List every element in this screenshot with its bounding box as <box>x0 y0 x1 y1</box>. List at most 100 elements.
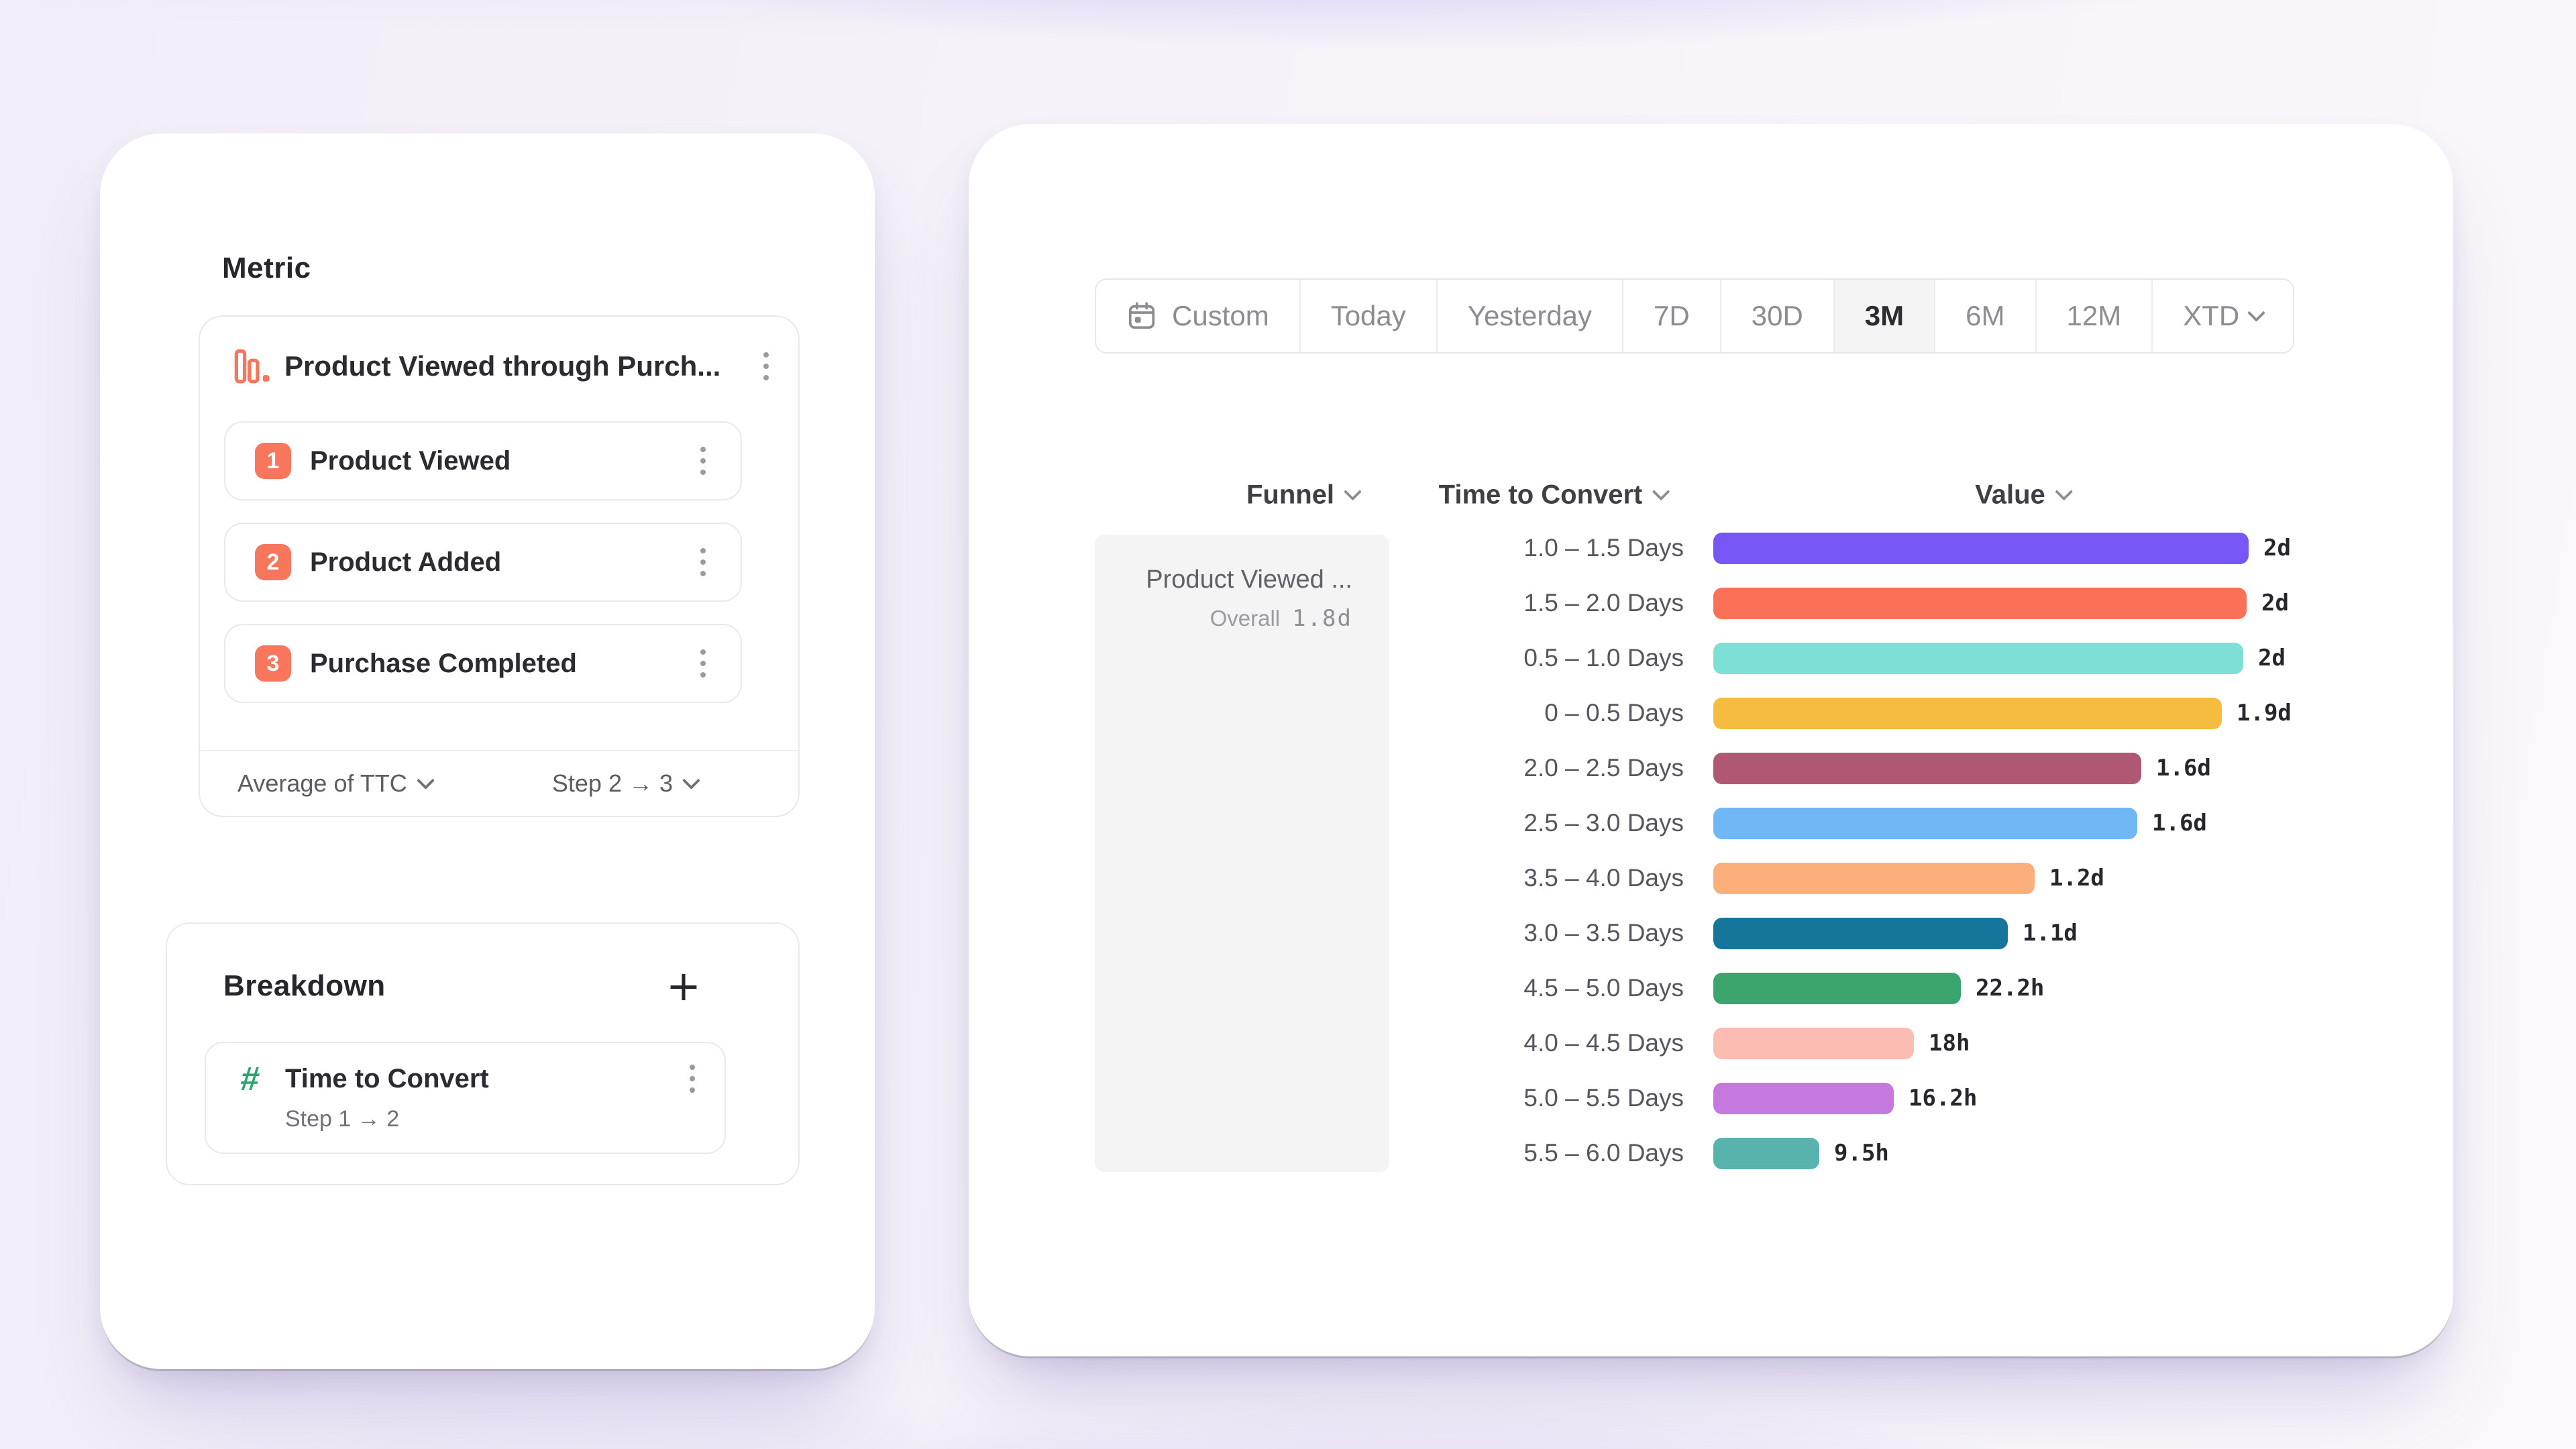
table-row: 2.5 – 3.0 Days 1.6d <box>1095 796 2450 851</box>
metric-footer: Average of TTC Step 2 → 3 <box>200 750 798 816</box>
table-row: 4.5 – 5.0 Days 22.2h <box>1095 961 2450 1016</box>
column-header-label: Time to Convert <box>1438 480 1643 510</box>
value-bar[interactable] <box>1713 532 2249 564</box>
kebab-menu-icon[interactable] <box>684 1059 700 1098</box>
range-option-label: 6M <box>1966 300 2005 331</box>
table-row: 1.5 – 2.0 Days 2d <box>1095 576 2450 631</box>
value-label: 2d <box>2261 590 2289 616</box>
value-bar[interactable] <box>1713 1082 1894 1114</box>
bucket-label: 1.0 – 1.5 Days <box>1523 534 1684 561</box>
kebab-menu-icon[interactable] <box>758 347 774 386</box>
column-header-label: Funnel <box>1246 480 1335 510</box>
value-bar[interactable] <box>1713 917 2008 949</box>
value-bar[interactable] <box>1713 587 2247 619</box>
range-option-yesterday[interactable]: Yesterday <box>1436 280 1622 352</box>
step-label: Purchase Completed <box>310 648 577 678</box>
bucket-label: 3.0 – 3.5 Days <box>1523 919 1684 947</box>
kebab-menu-icon[interactable] <box>695 644 711 683</box>
step-number-badge: 3 <box>255 645 291 682</box>
breakdown-item-subtitle: Step 1 → 2 <box>285 1106 400 1132</box>
value-label: 18h <box>1929 1030 1970 1057</box>
step-range-dropdown[interactable]: Step 2 → 3 <box>552 769 700 798</box>
chevron-down-icon <box>1344 482 1362 501</box>
aggregation-dropdown[interactable]: Average of TTC <box>237 769 435 798</box>
add-breakdown-button[interactable]: + <box>666 961 701 1010</box>
value-bar[interactable] <box>1713 752 2141 784</box>
step-number-badge: 1 <box>255 443 291 479</box>
bucket-label: 5.5 – 6.0 Days <box>1523 1139 1684 1167</box>
value-label: 1.6d <box>2152 810 2207 837</box>
funnel-metric-name: Product Viewed through Purch... <box>284 350 721 382</box>
value-bar[interactable] <box>1713 642 2243 674</box>
funnel-chart-icon <box>233 347 271 385</box>
bucket-label: 2.5 – 3.0 Days <box>1523 809 1684 837</box>
table-row: 0 – 0.5 Days 1.9d <box>1095 686 2450 741</box>
query-builder-panel: Metric Product Viewed through Purch... 1… <box>100 133 875 1369</box>
value-label: 9.5h <box>1834 1140 1889 1167</box>
overall-label: Overall <box>1210 606 1281 631</box>
range-option-6m[interactable]: 6M <box>1934 280 2035 352</box>
range-option-3m[interactable]: 3M <box>1833 280 1935 352</box>
step-label: Product Viewed <box>310 445 511 476</box>
range-option-label: 7D <box>1654 300 1690 331</box>
range-option-label: 12M <box>2066 300 2122 331</box>
range-option-7d[interactable]: 7D <box>1622 280 1720 352</box>
bucket-label: 0.5 – 1.0 Days <box>1523 644 1684 672</box>
breakdown-item[interactable]: # Time to Convert Step 1 → 2 <box>205 1042 726 1154</box>
bucket-label: 5.0 – 5.5 Days <box>1523 1084 1684 1112</box>
funnel-steps-list: 1 Product Viewed 2 Product Added 3 Purch… <box>224 421 742 703</box>
breakdown-item-name: Time to Convert <box>285 1063 489 1093</box>
table-row: 3.0 – 3.5 Days 1.1d <box>1095 906 2450 961</box>
range-option-label: Yesterday <box>1467 300 1593 331</box>
column-header-funnel[interactable]: Funnel <box>1246 480 1362 511</box>
calendar-icon <box>1128 302 1155 329</box>
breakdown-card: Breakdown + # Time to Convert Step 1 → 2 <box>166 922 800 1185</box>
column-header-time-to-convert[interactable]: Time to Convert <box>1438 480 1670 511</box>
value-bar[interactable] <box>1713 1027 1914 1059</box>
aggregation-label: Average of TTC <box>237 769 407 797</box>
funnel-group-cell: Product Viewed ... Overall 1.8d <box>1095 535 1389 1172</box>
bucket-label: 0 – 0.5 Days <box>1544 699 1684 727</box>
column-header-value[interactable]: Value <box>1975 480 2073 511</box>
value-bar[interactable] <box>1713 862 2035 894</box>
range-option-custom[interactable]: Custom <box>1096 280 1299 352</box>
range-option-30d[interactable]: 30D <box>1719 280 1833 352</box>
funnel-metric-row[interactable]: Product Viewed through Purch... <box>200 317 798 416</box>
value-bar[interactable] <box>1713 697 2222 729</box>
kebab-menu-icon[interactable] <box>695 543 711 582</box>
value-label: 22.2h <box>1976 975 2045 1002</box>
range-option-xtd[interactable]: XTD <box>2151 280 2293 352</box>
metric-section-title: Metric <box>222 252 311 284</box>
table-row: 1.0 – 1.5 Days 2d <box>1095 521 2450 576</box>
date-range-selector: Custom Today Yesterday 7D 30D 3M 6M 12M XTD <box>1095 278 2295 354</box>
bucket-label: 3.5 – 4.0 Days <box>1523 864 1684 892</box>
metric-card: Product Viewed through Purch... 1 Produc… <box>199 315 800 817</box>
breakdown-header: Breakdown + <box>167 924 798 1042</box>
table-row: 5.0 – 5.5 Days 16.2h <box>1095 1071 2450 1126</box>
bucket-label: 4.0 – 4.5 Days <box>1523 1029 1684 1057</box>
funnel-step[interactable]: 2 Product Added <box>224 523 742 602</box>
table-row: 0.5 – 1.0 Days 2d <box>1095 631 2450 686</box>
breakdown-section-title: Breakdown <box>223 969 386 1002</box>
bucket-label: 4.5 – 5.0 Days <box>1523 974 1684 1002</box>
value-bar[interactable] <box>1713 807 2137 839</box>
chevron-down-icon <box>2247 303 2266 322</box>
table-row: 3.5 – 4.0 Days 1.2d <box>1095 851 2450 906</box>
bucket-label: 2.0 – 2.5 Days <box>1523 754 1684 782</box>
range-option-12m[interactable]: 12M <box>2035 280 2152 352</box>
value-bar[interactable] <box>1713 1137 1819 1169</box>
column-header-label: Value <box>1975 480 2045 510</box>
range-option-today[interactable]: Today <box>1299 280 1436 352</box>
range-option-label: XTD <box>2183 300 2240 331</box>
kebab-menu-icon[interactable] <box>695 441 711 480</box>
range-option-label: 30D <box>1751 300 1803 331</box>
chevron-down-icon <box>2054 482 2073 501</box>
chevron-down-icon <box>416 771 435 790</box>
value-label: 1.9d <box>2237 700 2292 727</box>
overall-value: 1.8d <box>1292 605 1352 632</box>
table-row: 2.0 – 2.5 Days 1.6d <box>1095 741 2450 796</box>
funnel-step[interactable]: 3 Purchase Completed <box>224 624 742 703</box>
funnel-step[interactable]: 1 Product Viewed <box>224 421 742 500</box>
value-bar[interactable] <box>1713 972 1961 1004</box>
